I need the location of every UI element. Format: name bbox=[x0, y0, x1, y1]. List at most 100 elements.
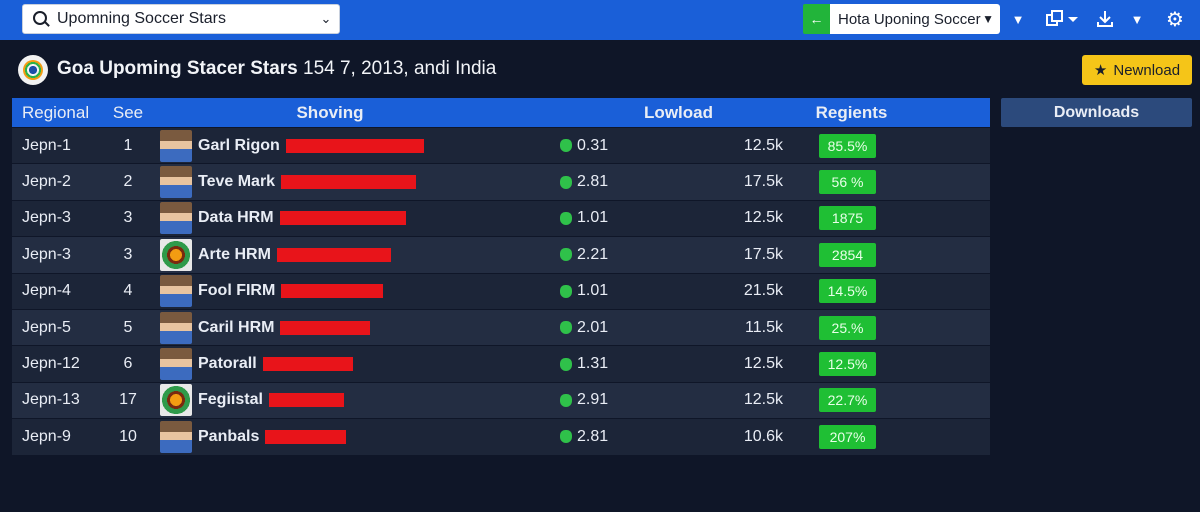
cell-regients: 1875 bbox=[783, 206, 990, 231]
score-bar bbox=[276, 247, 391, 262]
cell-size: 12.5k bbox=[743, 209, 783, 227]
score-bar bbox=[281, 175, 417, 190]
cell-player: Data HRM bbox=[160, 202, 560, 235]
table-row[interactable]: Jepn-4 4 Fool FIRM 1.01 21.5k 14.5% bbox=[12, 273, 990, 310]
player-avatar bbox=[160, 202, 192, 235]
score-bar bbox=[285, 138, 424, 153]
downloads-button[interactable]: Downloads bbox=[1001, 98, 1192, 127]
player-name[interactable]: Arte HRM bbox=[198, 245, 271, 263]
score-bar bbox=[268, 393, 344, 408]
col-regional[interactable]: Regional bbox=[22, 102, 90, 122]
cell-see: 10 bbox=[119, 427, 137, 445]
percent-badge: 1875 bbox=[819, 206, 876, 231]
newload-button[interactable]: ★ Newnload bbox=[1082, 55, 1192, 85]
score-bar bbox=[265, 429, 347, 444]
table-row[interactable]: Jepn-13 17 Fegiistal 2.91 12.5k 22.7% bbox=[12, 382, 990, 420]
cell-player: Panbals bbox=[160, 420, 560, 453]
lowload-value: 0.31 bbox=[577, 136, 609, 154]
lowload-value: 1.31 bbox=[577, 355, 609, 373]
app-logo bbox=[18, 55, 48, 85]
page-title-main: Goa Upoming Stacer Stars bbox=[57, 58, 298, 79]
chevron-down-icon[interactable]: ⌄ bbox=[320, 11, 332, 26]
table-row[interactable]: Jepn-1 1 Garl Rigon 0.31 12.5k 85.5% bbox=[12, 128, 990, 165]
score-bar bbox=[281, 284, 384, 299]
cell-regients: 85.5% bbox=[783, 133, 990, 158]
percent-badge: 56 % bbox=[819, 170, 876, 195]
cell-lowload: 0.31 bbox=[560, 137, 650, 155]
window-copy-icon[interactable] bbox=[1040, 6, 1082, 32]
col-see[interactable]: See bbox=[112, 102, 144, 122]
player-name[interactable]: Patorall bbox=[198, 355, 257, 373]
cell-player: Garl Rigon bbox=[160, 129, 560, 162]
search-value: Upomning Soccer Stars bbox=[57, 10, 226, 27]
table-row[interactable]: Jepn-9 10 Panbals 2.81 10.6k 207% bbox=[12, 419, 990, 456]
cell-size: 10.6k bbox=[743, 427, 783, 445]
cell-lowload: 1.01 bbox=[560, 282, 650, 300]
shield-check-icon bbox=[560, 321, 572, 335]
col-regients[interactable]: Regients bbox=[815, 102, 888, 122]
player-name[interactable]: Panbals bbox=[198, 427, 260, 445]
lowload-value: 2.01 bbox=[577, 318, 609, 336]
star-icon: ★ bbox=[1093, 62, 1108, 79]
player-name[interactable]: Fool FIRM bbox=[198, 282, 276, 300]
back-button[interactable]: ← bbox=[803, 4, 830, 34]
cell-see: 17 bbox=[119, 391, 137, 409]
cell-lowload: 1.31 bbox=[560, 355, 650, 373]
player-avatar bbox=[160, 275, 192, 308]
player-name[interactable]: Garl Rigon bbox=[198, 136, 280, 154]
table-row[interactable]: Jepn-5 5 Caril HRM 2.01 11.5k 25.% bbox=[12, 309, 990, 347]
shield-check-icon bbox=[560, 139, 572, 153]
cell-regients: 12.5% bbox=[783, 352, 990, 377]
cell-player: Fegiistal bbox=[160, 384, 560, 417]
source-dropdown[interactable]: Hota Uponing Soccer ▼ bbox=[830, 4, 1000, 34]
cell-size: 11.5k bbox=[745, 318, 783, 336]
cell-see: 3 bbox=[123, 245, 133, 263]
cell-size: 12.5k bbox=[743, 355, 783, 373]
player-avatar bbox=[160, 238, 192, 271]
percent-badge: 22.7% bbox=[819, 388, 876, 413]
col-showing[interactable]: Shoving bbox=[296, 102, 364, 122]
player-avatar bbox=[160, 420, 192, 453]
newload-label: Newnload bbox=[1113, 61, 1181, 79]
table-row[interactable]: Jepn-12 6 Patorall 1.31 12.5k 12.5% bbox=[12, 346, 990, 383]
lowload-value: 2.81 bbox=[577, 173, 609, 191]
table-row[interactable]: Jepn-3 3 Data HRM 1.01 12.5k 1875 bbox=[12, 200, 990, 238]
search-input[interactable]: Upomning Soccer Stars ⌄ bbox=[22, 4, 340, 34]
table-body: Jepn-1 1 Garl Rigon 0.31 12.5k 85.5% Jep… bbox=[12, 128, 990, 456]
player-name[interactable]: Data HRM bbox=[198, 209, 274, 227]
cell-size: 12.5k bbox=[743, 136, 783, 154]
player-avatar bbox=[160, 311, 192, 344]
lowload-value: 2.21 bbox=[577, 245, 609, 263]
player-name[interactable]: Fegiistal bbox=[198, 391, 263, 409]
cell-regional: Jepn-5 bbox=[22, 318, 71, 336]
player-name[interactable]: Caril HRM bbox=[198, 318, 275, 336]
page-title: Goa Upoming Stacer Stars 154 7, 2013, an… bbox=[57, 58, 496, 80]
table-row[interactable]: Jepn-2 2 Teve Mark 2.81 17.5k 56 % bbox=[12, 164, 990, 201]
cell-regients: 56 % bbox=[783, 170, 990, 195]
cell-regional: Jepn-13 bbox=[22, 391, 80, 409]
chevron-down-icon: ▼ bbox=[982, 12, 994, 26]
chevron-down-icon[interactable]: ▼ bbox=[1011, 11, 1025, 27]
score-bar bbox=[279, 211, 406, 226]
col-lowload[interactable]: Lowload bbox=[644, 102, 713, 122]
cell-regional: Jepn-9 bbox=[22, 427, 71, 445]
cell-player: Arte HRM bbox=[160, 238, 560, 271]
cell-regional: Jepn-4 bbox=[22, 282, 71, 300]
cell-player: Caril HRM bbox=[160, 311, 560, 344]
source-dropdown-value: Hota Uponing Soccer bbox=[838, 10, 981, 28]
gear-icon[interactable]: ⚙ bbox=[1166, 8, 1184, 31]
percent-badge: 14.5% bbox=[819, 279, 876, 304]
cell-player: Patorall bbox=[160, 348, 560, 381]
chevron-down-icon[interactable]: ▼ bbox=[1130, 11, 1144, 27]
percent-badge: 2854 bbox=[819, 242, 876, 267]
cell-regional: Jepn-1 bbox=[22, 136, 71, 154]
lowload-value: 1.01 bbox=[577, 282, 609, 300]
lowload-value: 2.91 bbox=[577, 391, 609, 409]
player-avatar bbox=[160, 384, 192, 417]
download-icon[interactable] bbox=[1094, 6, 1116, 32]
cell-see: 6 bbox=[123, 355, 133, 373]
player-name[interactable]: Teve Mark bbox=[198, 173, 276, 191]
table-row[interactable]: Jepn-3 3 Arte HRM 2.21 17.5k 2854 bbox=[12, 237, 990, 274]
shield-check-icon bbox=[560, 211, 572, 225]
player-avatar bbox=[160, 166, 192, 199]
